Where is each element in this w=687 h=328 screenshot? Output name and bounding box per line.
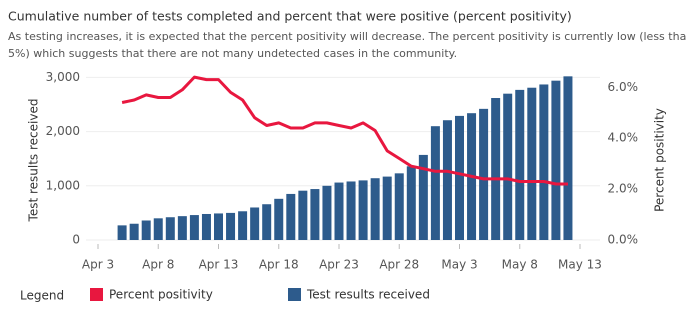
y-tick-label: 3,000: [46, 70, 80, 84]
bar: [406, 166, 416, 240]
x-tick-label: May 8: [502, 258, 538, 272]
bar: [563, 76, 573, 241]
bar: [201, 213, 211, 240]
bar: [298, 190, 308, 240]
legend-swatch: [90, 288, 103, 301]
legend-label: Percent positivity: [109, 288, 213, 302]
x-tick-label: Apr 3: [82, 258, 114, 272]
y2-tick-label: 0.0%: [608, 233, 639, 247]
bar: [310, 189, 320, 240]
bar: [262, 204, 272, 240]
legend-title: Legend: [20, 289, 64, 303]
line: [121, 75, 568, 186]
bar: [442, 120, 452, 240]
y2-tick-label: 2.0%: [608, 182, 639, 196]
bar: [503, 93, 513, 240]
subtitle: As testing increases, it is expected tha…: [8, 30, 687, 43]
chart-title: Cumulative number of tests completed and…: [8, 9, 572, 24]
x-tick-label: Apr 13: [199, 258, 239, 272]
bar: [479, 108, 489, 240]
bar: [238, 211, 248, 240]
y2-axis-label: Percent positivity: [653, 108, 667, 212]
bar: [418, 154, 428, 240]
bar: [334, 182, 344, 240]
x-tick-label: Apr 28: [379, 258, 419, 272]
y2-tick-label: 4.0%: [608, 131, 639, 145]
bar: [527, 87, 537, 240]
bar: [515, 89, 525, 240]
x-tick-label: May 3: [441, 258, 477, 272]
subtitle: 5%) which suggests that there are not ma…: [8, 47, 457, 60]
bar: [286, 193, 296, 240]
bar: [165, 217, 175, 240]
bar: [455, 115, 464, 240]
y-tick-label: 2,000: [46, 124, 80, 138]
y-axis-label: Test results received: [27, 99, 41, 223]
bar: [189, 215, 199, 240]
bar: [322, 185, 332, 240]
bar: [153, 218, 163, 240]
bar: [551, 80, 561, 241]
bar: [129, 223, 139, 240]
bar: [117, 225, 127, 240]
bar: [491, 98, 501, 240]
bar: [141, 220, 151, 240]
x-tick-label: Apr 8: [142, 258, 174, 272]
x-tick-label: May 13: [558, 258, 602, 272]
bar: [250, 207, 260, 240]
bar: [430, 126, 440, 240]
bar: [226, 212, 236, 240]
bar: [539, 84, 549, 241]
y-tick-label: 0: [72, 233, 80, 247]
bar: [394, 173, 404, 240]
x-tick-label: Apr 18: [259, 258, 299, 272]
legend-swatch: [288, 288, 301, 301]
bar: [358, 180, 368, 240]
x-tick-label: Apr 23: [319, 258, 359, 272]
legend-label: Test results received: [306, 288, 430, 302]
bar: [382, 176, 392, 240]
y2-tick-label: 6.0%: [608, 80, 639, 94]
bar: [346, 181, 356, 240]
y-tick-label: 1,000: [46, 178, 80, 192]
bar: [214, 213, 223, 240]
bar: [274, 198, 284, 240]
bar: [370, 178, 380, 240]
bar: [177, 216, 187, 240]
